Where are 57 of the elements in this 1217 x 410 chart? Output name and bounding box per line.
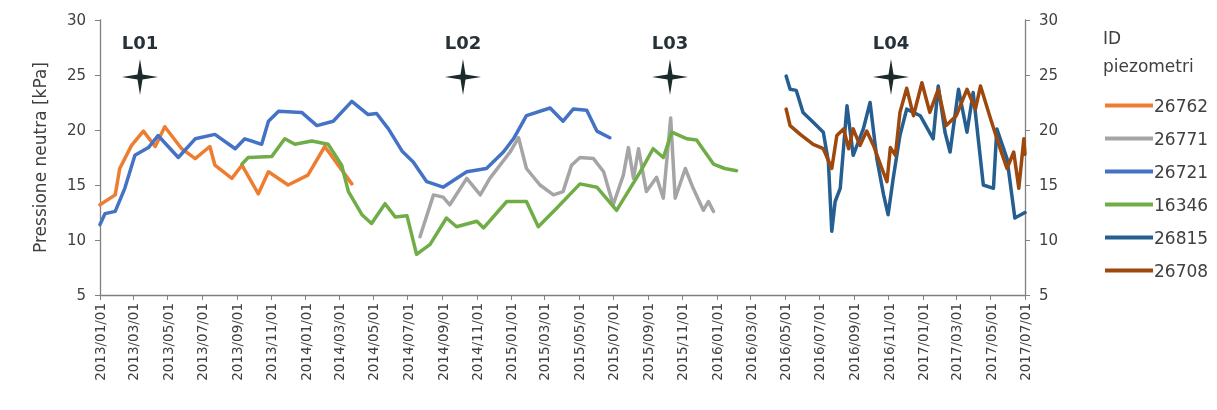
y-tick-label: 10: [66, 231, 86, 249]
x-tick-label: 2016/11/01: [880, 303, 897, 381]
x-tick-label: 2017/07/01: [1017, 303, 1033, 381]
x-tick-label: 2016/03/01: [742, 303, 759, 381]
x-tick-label: 2015/03/01: [536, 303, 553, 381]
annotation: L03: [651, 31, 689, 53]
x-tick-label: 2014/07/01: [399, 303, 416, 381]
x-tick-label: 2014/01/01: [297, 303, 314, 381]
y2-tick-label: 25: [1039, 66, 1059, 84]
annotation: L04: [872, 31, 910, 53]
line-series: [418, 116, 716, 239]
y-tick-label: 20: [66, 121, 86, 139]
x-tick-label: 2014/03/01: [330, 303, 347, 381]
legend-label: 16346: [1154, 194, 1209, 215]
x-tick-label: 2014/11/01: [468, 303, 485, 381]
x-tick-label: 2017/05/01: [982, 303, 999, 381]
x-tick-label: 2013/11/01: [263, 303, 280, 381]
line-series: [98, 99, 612, 227]
y2-tick-label: 15: [1039, 176, 1059, 194]
annotation: L02: [444, 31, 482, 53]
line-series: [240, 130, 739, 257]
x-tick-label: 2015/01/01: [503, 303, 520, 381]
x-tick-label: 2013/07/01: [193, 303, 210, 381]
x-tick-label: 2015/05/01: [570, 303, 587, 381]
y2-tick-label: 10: [1039, 231, 1059, 249]
x-tick-label: 2013/03/01: [125, 303, 142, 381]
x-tick-label: 2014/09/01: [434, 303, 451, 381]
y2-tick-label: 20: [1039, 121, 1059, 139]
x-tick-label: 2016/05/01: [777, 303, 794, 381]
x-tick-label: 2017/03/01: [948, 303, 965, 381]
x-tick-label: 2013/05/01: [159, 303, 176, 381]
y-tick-label: 25: [66, 66, 86, 84]
x-tick-label: 2015/07/01: [605, 303, 622, 381]
legend-title: ID piezometri: [1103, 28, 1194, 76]
legend-label: 26762: [1154, 95, 1209, 116]
x-tick-label: 2013/09/01: [228, 303, 245, 381]
x-tick-label: 2016/09/01: [846, 303, 863, 381]
legend-label: 26815: [1154, 227, 1209, 248]
x-tick-label: 2017/01/01: [915, 303, 932, 381]
y2-tick-label: 30: [1039, 11, 1059, 29]
x-tick-label: 2013/01/01: [92, 303, 108, 381]
line-series: [98, 124, 354, 207]
x-tick-label: 2014/05/01: [365, 303, 382, 381]
line-series: [784, 80, 1027, 191]
annotation: L01: [121, 31, 159, 53]
y-tick-label: 30: [66, 11, 86, 29]
legend-label: 26708: [1154, 260, 1209, 281]
x-tick-label: 2015/11/01: [674, 303, 691, 381]
legend-label: 26721: [1154, 161, 1209, 182]
y2-tick-label: 5: [1039, 286, 1049, 304]
x-tick-label: 2015/09/01: [640, 303, 657, 381]
x-tick-label: 2016/01/01: [708, 303, 725, 381]
y-tick-label: 15: [66, 176, 86, 194]
y-tick-label: 5: [76, 286, 86, 304]
legend-label: 26771: [1154, 128, 1209, 149]
y-axis-title: Pressione neutra [kPa]: [29, 61, 50, 254]
x-tick-label: 2016/07/01: [811, 303, 828, 381]
